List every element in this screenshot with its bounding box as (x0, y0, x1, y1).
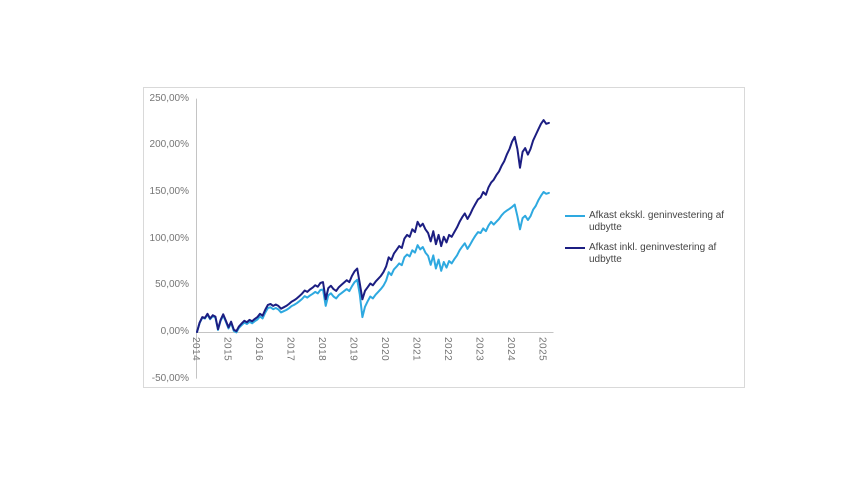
x-tick-label: 2020 (379, 337, 391, 362)
legend-entry-ekskl: Afkast ekskl. geninvestering af udbytte (565, 210, 743, 234)
legend-label-ekskl: Afkast ekskl. geninvestering af udbytte (589, 210, 725, 233)
y-tick-label: -50,00% (151, 372, 189, 384)
x-tick-label: 2018 (316, 337, 328, 362)
y-tick-label: 0,00% (160, 326, 189, 337)
x-tick-label: 2017 (284, 337, 296, 362)
x-tick-label: 2019 (347, 337, 359, 362)
legend-swatch-inkl-line (565, 247, 585, 249)
x-tick-label: 2023 (473, 337, 485, 362)
y-tick-label: 200,00% (149, 139, 189, 151)
x-tick-label: 2021 (410, 337, 422, 362)
legend-entry-inkl: Afkast inkl. geninvestering af udbytte (565, 242, 743, 266)
series-line-ekskl (196, 191, 550, 334)
y-tick-label: 150,00% (149, 185, 189, 197)
chart-legend: Afkast ekskl. geninvestering af udbytte … (565, 210, 743, 274)
y-tick-label: 100,00% (149, 232, 189, 244)
series-line-inkl (196, 119, 550, 333)
y-tick-label: 50,00% (155, 279, 189, 291)
x-tick-label: 2025 (536, 337, 548, 362)
x-tick-label: 2016 (253, 337, 265, 362)
y-tick-label: 250,00% (149, 92, 189, 104)
x-tick-label: 2014 (190, 337, 201, 362)
legend-label-inkl: Afkast inkl. geninvestering af udbytte (589, 242, 717, 265)
legend-swatch-ekskl-line (565, 215, 585, 217)
x-tick-label: 2022 (442, 337, 454, 362)
x-tick-label: 2015 (221, 337, 233, 362)
x-tick-label: 2024 (505, 337, 517, 362)
